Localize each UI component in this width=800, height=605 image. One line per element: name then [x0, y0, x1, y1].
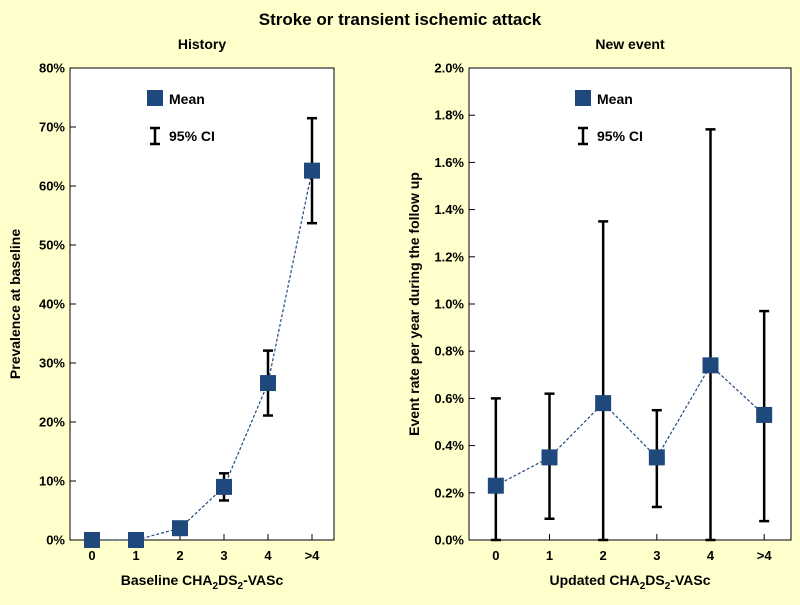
x-axis-label-part: Updated CHA [549, 572, 639, 588]
y-tick-label: 70% [39, 120, 65, 135]
y-tick-label: 0% [46, 533, 65, 548]
x-tick-label: 2 [600, 548, 607, 563]
data-point [756, 406, 773, 423]
x-tick-label: 3 [653, 548, 660, 563]
y-tick-label: 60% [39, 179, 65, 194]
x-tick-label: 1 [132, 548, 139, 563]
y-tick-label: 0.8% [434, 344, 464, 359]
y-tick-label: 1.0% [434, 297, 464, 312]
data-point [128, 532, 144, 548]
legend: Mean 95% CI [147, 90, 215, 146]
plot-area [468, 67, 792, 541]
data-point [702, 357, 719, 374]
panel-title: History [178, 36, 226, 52]
chart-panel-right: New event 0.0% 0.2% 0.4% 0.6% 0.8% 1.0% 1.2% 1.4… [406, 36, 792, 592]
legend-mean-label: Mean [597, 91, 633, 107]
panel-title: New event [595, 36, 665, 52]
x-axis-label-part: DS [645, 572, 664, 588]
y-tick-label: 1.8% [434, 108, 464, 123]
x-tick-label: 2 [176, 548, 183, 563]
data-point [172, 520, 188, 537]
legend-ci-marker [578, 126, 588, 146]
y-tick-label: 1.4% [434, 202, 464, 217]
x-axis-label: Baseline CHA2DS2-VASc [121, 572, 284, 592]
legend-ci-marker [150, 126, 160, 146]
y-tick-label: 1.2% [434, 249, 464, 264]
y-tick-label: 80% [39, 61, 65, 76]
data-point [84, 532, 100, 548]
data-point [304, 162, 320, 179]
x-axis-label-part: Baseline CHA [121, 572, 213, 588]
legend-mean-marker [575, 90, 591, 106]
y-tick-label: 50% [39, 238, 65, 253]
x-axis-label-subscript: 2 [665, 581, 671, 592]
x-axis-label-part: -VASc [670, 572, 710, 588]
legend-mean-marker [147, 90, 163, 106]
y-tick-label: 20% [39, 415, 65, 430]
legend-ci-label: 95% CI [169, 128, 215, 144]
x-tick-label: >4 [757, 548, 773, 563]
x-tick-label: 4 [264, 548, 272, 563]
data-point [595, 395, 612, 412]
x-axis-label-part: DS [218, 572, 237, 588]
y-axis-label: Event rate per year during the follow up [406, 172, 422, 436]
y-tick-label: 40% [39, 297, 65, 312]
y-tick-label: 1.6% [434, 155, 464, 170]
y-axis-label: Prevalence at baseline [7, 229, 23, 379]
y-tick-label: 30% [39, 356, 65, 371]
series-line [495, 364, 765, 487]
data-point [260, 375, 276, 392]
error-bar [490, 397, 501, 542]
legend: Mean 95% CI [575, 90, 643, 146]
plot-area [69, 67, 335, 541]
figure-title: Stroke or transient ischemic attack [259, 10, 542, 29]
x-axis-label-subscript: 2 [238, 581, 244, 592]
y-tick-label: 2.0% [434, 61, 464, 76]
x-tick-label: 4 [707, 548, 715, 563]
y-tick-label: 10% [39, 474, 65, 489]
data-point [541, 449, 558, 466]
x-axis-label: Updated CHA2DS2-VASc [549, 572, 710, 592]
y-tick-label: 0.2% [434, 485, 464, 500]
x-tick-label: 1 [546, 548, 553, 563]
data-point [487, 477, 504, 494]
x-axis-label-subscript: 2 [213, 581, 219, 592]
x-tick-label: 0 [492, 548, 499, 563]
x-axis-label-subscript: 2 [640, 581, 646, 592]
x-tick-label: 0 [88, 548, 95, 563]
data-point [216, 478, 232, 495]
x-tick-label: 3 [220, 548, 227, 563]
x-tick-label: >4 [305, 548, 321, 563]
chart-panel-left: History 0% 10% 20% 30% 40% 50% 60% 70% 80% 0 1 2 3 4 >4… [7, 36, 335, 592]
error-bar [705, 128, 716, 542]
x-axis-label-part: -VASc [243, 572, 283, 588]
data-point [648, 449, 665, 466]
y-tick-label: 0.0% [434, 533, 464, 548]
legend-ci-label: 95% CI [597, 128, 643, 144]
y-tick-label: 0.6% [434, 391, 464, 406]
legend-mean-label: Mean [169, 91, 205, 107]
error-bar [598, 220, 609, 542]
y-tick-label: 0.4% [434, 438, 464, 453]
